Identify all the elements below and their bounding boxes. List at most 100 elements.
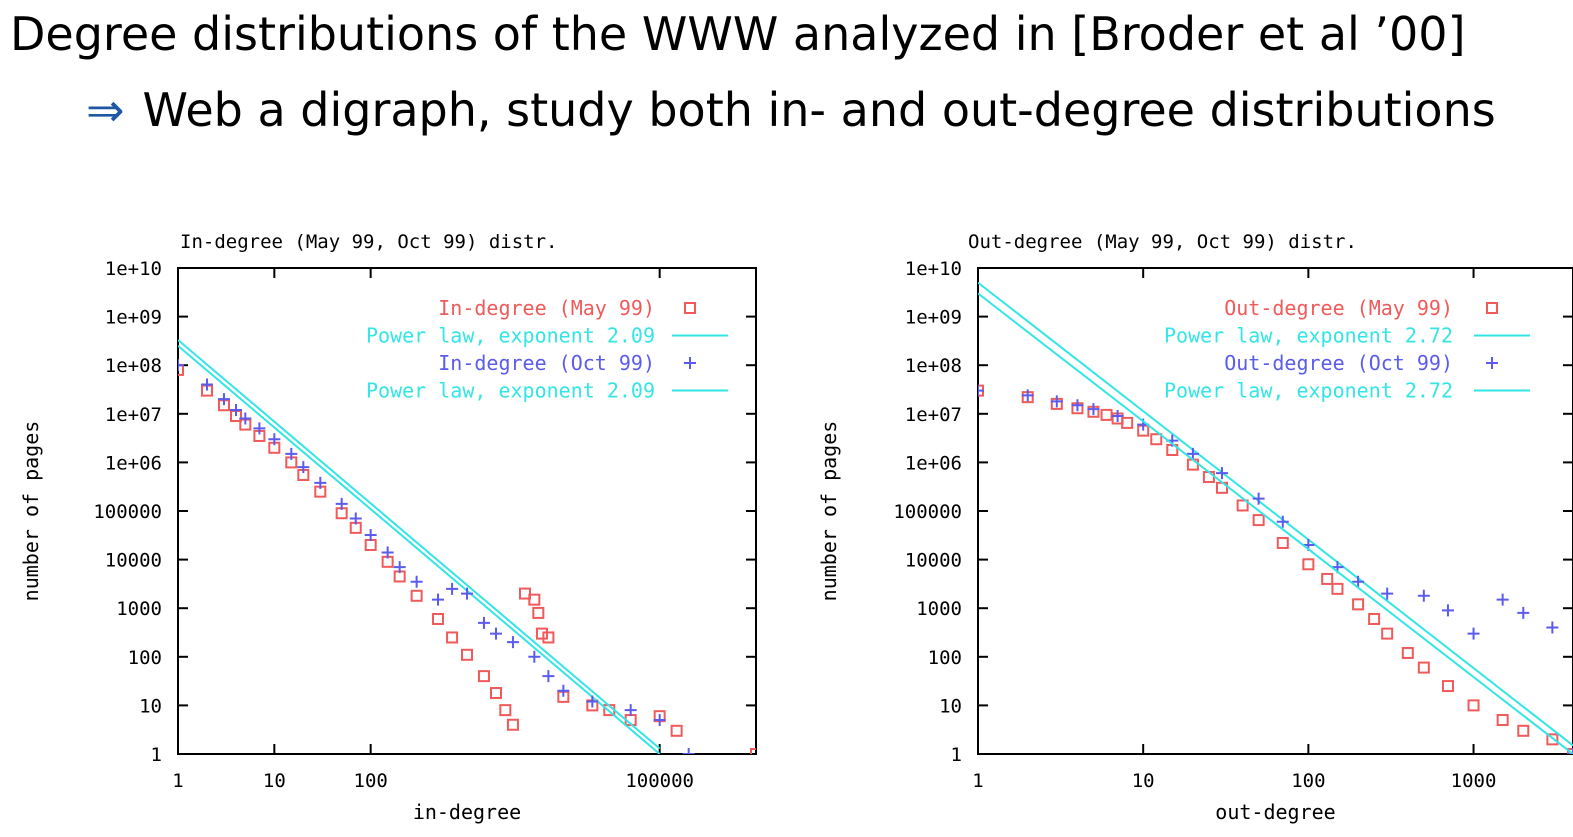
data-point-square bbox=[1368, 612, 1381, 625]
data-point-square bbox=[1441, 680, 1454, 693]
data-point-square bbox=[528, 593, 541, 606]
in-degree-series-power-law-exponent-2-09-1 bbox=[178, 345, 661, 754]
legend-plus-swatch bbox=[1486, 357, 1498, 369]
out-degree-y-tick-label: 1e+10 bbox=[905, 258, 962, 280]
out-degree-series-power-law-exponent-2-72-3 bbox=[978, 292, 1573, 754]
out-degree-data-layer bbox=[978, 281, 1573, 754]
in-degree-y-tick-label: 1e+10 bbox=[105, 258, 162, 280]
data-point-plus bbox=[1517, 606, 1530, 619]
data-point-square bbox=[477, 670, 490, 683]
in-degree-y-axis-label: number of pages bbox=[19, 421, 43, 602]
data-point-plus bbox=[461, 587, 473, 600]
data-point-square bbox=[1100, 408, 1113, 421]
data-point-square bbox=[1381, 627, 1394, 640]
data-point-square bbox=[1417, 661, 1430, 674]
in-degree-y-tick-label: 1e+09 bbox=[105, 307, 162, 329]
data-point-square bbox=[1121, 416, 1134, 429]
data-point-square bbox=[1546, 733, 1559, 746]
data-point-plus bbox=[542, 670, 555, 683]
out-degree-y-tick-label: 1 bbox=[951, 744, 962, 766]
data-point-plus bbox=[297, 461, 310, 474]
in-degree-y-tick-label: 10 bbox=[139, 695, 162, 717]
data-point-plus bbox=[239, 412, 252, 425]
data-point-plus bbox=[1252, 492, 1265, 505]
in-degree-x-tick-label: 100 bbox=[354, 770, 388, 792]
legend-label: In-degree (Oct 99) bbox=[438, 351, 655, 375]
in-degree-series-in-degree-oct-99-2 bbox=[178, 359, 695, 754]
data-point-square bbox=[1150, 433, 1163, 446]
data-point-plus bbox=[1050, 395, 1063, 408]
data-point-square bbox=[1331, 582, 1344, 595]
data-point-square bbox=[1352, 598, 1365, 611]
in-degree-y-tick-label: 10000 bbox=[105, 550, 162, 572]
data-point-square bbox=[1302, 558, 1315, 571]
data-point-plus bbox=[1441, 604, 1454, 617]
power-law-fit-line bbox=[178, 345, 661, 754]
legend-label: Out-degree (May 99) bbox=[1224, 296, 1453, 320]
in-degree-y-tick-label: 1e+08 bbox=[105, 355, 162, 377]
in-degree-chart: In-degree (May 99, Oct 99) distr. 1 10 100 1… bbox=[0, 222, 790, 837]
out-degree-series-power-law-exponent-2-72-1 bbox=[978, 281, 1573, 747]
legend-label: Power law, exponent 2.72 bbox=[1164, 379, 1453, 403]
data-point-plus bbox=[446, 582, 459, 595]
out-degree-y-axis-label: number of pages bbox=[817, 421, 841, 602]
data-point-plus bbox=[477, 616, 490, 629]
out-degree-y-tick-label: 1e+06 bbox=[905, 452, 962, 474]
out-degree-series-out-degree-oct-99-2 bbox=[978, 384, 1573, 754]
data-point-square bbox=[432, 612, 445, 625]
data-point-square bbox=[1517, 724, 1530, 737]
implies-arrow: ⇒ bbox=[86, 83, 125, 137]
out-degree-y-tick-label: 1e+07 bbox=[905, 404, 962, 426]
data-point-square bbox=[1467, 699, 1480, 712]
data-point-square bbox=[1186, 458, 1199, 471]
data-point-plus bbox=[624, 704, 637, 717]
data-point-plus bbox=[253, 422, 266, 435]
data-point-plus bbox=[432, 593, 445, 606]
data-point-plus bbox=[285, 447, 298, 460]
in-degree-chart-title: In-degree (May 99, Oct 99) distr. bbox=[180, 231, 558, 253]
data-point-plus bbox=[528, 650, 541, 663]
in-degree-x-tick-label: 1 bbox=[172, 770, 183, 792]
data-point-plus bbox=[1467, 627, 1480, 640]
out-degree-y-tick-label: 10 bbox=[939, 695, 962, 717]
data-point-plus bbox=[1186, 447, 1199, 460]
out-degree-y-tick-label: 100000 bbox=[893, 501, 962, 523]
legend-plus-swatch bbox=[684, 357, 696, 369]
data-point-plus bbox=[506, 636, 519, 649]
legend-label: Power law, exponent 2.09 bbox=[366, 379, 655, 403]
in-degree-y-tick-label: 100 bbox=[128, 647, 162, 669]
data-point-plus bbox=[653, 714, 666, 727]
data-point-plus bbox=[364, 529, 377, 542]
out-degree-x-tick-label: 10 bbox=[1132, 770, 1155, 792]
out-degree-chart-svg: Out-degree (May 99, Oct 99) distr. 1 10 100… bbox=[817, 231, 1573, 824]
slide-bullet: ⇒ Web a digraph, study both in- and out-d… bbox=[86, 78, 1496, 142]
data-point-plus bbox=[1352, 575, 1365, 588]
out-degree-y-tick-label: 100 bbox=[928, 647, 962, 669]
data-point-plus bbox=[335, 497, 348, 510]
power-law-fit-line bbox=[978, 292, 1573, 754]
data-point-square bbox=[1496, 714, 1509, 727]
data-point-square bbox=[518, 587, 531, 600]
data-point-plus bbox=[1215, 467, 1228, 480]
data-point-square bbox=[1202, 471, 1215, 484]
data-point-plus bbox=[1087, 403, 1100, 416]
in-degree-x-tick-label: 10 bbox=[263, 770, 286, 792]
legend-label: In-degree (May 99) bbox=[438, 296, 655, 320]
data-point-plus bbox=[1381, 587, 1394, 600]
data-point-plus bbox=[1021, 389, 1034, 402]
out-degree-y-tick-label: 1e+08 bbox=[905, 355, 962, 377]
data-point-square bbox=[461, 648, 473, 661]
power-law-fit-line bbox=[178, 339, 661, 750]
data-point-plus bbox=[393, 561, 406, 574]
data-point-square bbox=[446, 631, 459, 644]
data-point-plus bbox=[1276, 515, 1289, 528]
data-point-plus bbox=[489, 627, 502, 640]
data-point-plus bbox=[557, 684, 570, 697]
in-degree-y-tick-label: 1e+06 bbox=[105, 452, 162, 474]
out-degree-series-out-degree-may-99-0 bbox=[978, 384, 1573, 754]
data-point-square bbox=[1321, 572, 1334, 585]
data-point-square bbox=[364, 538, 377, 551]
out-degree-y-tick-label: 1000 bbox=[916, 598, 962, 620]
data-point-square bbox=[1276, 536, 1289, 549]
data-point-square bbox=[489, 686, 502, 699]
